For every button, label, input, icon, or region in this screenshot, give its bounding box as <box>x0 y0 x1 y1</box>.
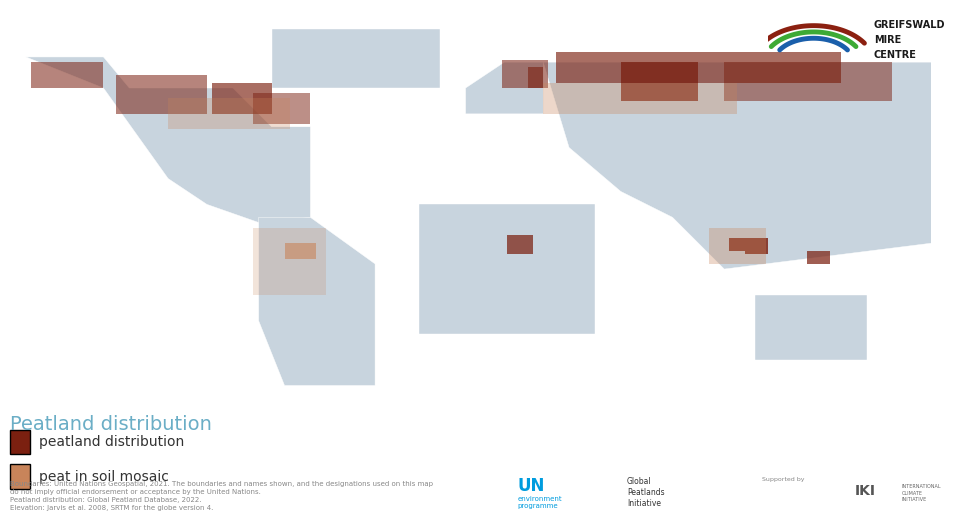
Bar <box>116 75 207 114</box>
Bar <box>212 83 272 114</box>
Polygon shape <box>543 62 931 269</box>
Text: Peatland distribution: Peatland distribution <box>10 415 211 434</box>
Polygon shape <box>756 295 867 359</box>
Text: peat in soil mosaic: peat in soil mosaic <box>38 470 169 483</box>
Polygon shape <box>466 62 543 114</box>
Bar <box>543 83 737 114</box>
Text: GREIFSWALD
MIRE
CENTRE: GREIFSWALD MIRE CENTRE <box>874 20 946 60</box>
Bar <box>253 93 310 124</box>
Polygon shape <box>26 57 310 223</box>
Bar <box>502 59 548 88</box>
Polygon shape <box>419 204 595 334</box>
FancyBboxPatch shape <box>10 464 30 488</box>
Polygon shape <box>258 217 375 386</box>
Text: Global
Peatlands
Initiative: Global Peatlands Initiative <box>627 477 664 508</box>
Bar <box>724 62 893 101</box>
Text: INTERNATIONAL
CLIMATE
INITIATIVE: INTERNATIONAL CLIMATE INITIATIVE <box>901 484 941 502</box>
Text: UN: UN <box>517 477 544 495</box>
Text: IKI: IKI <box>855 484 876 498</box>
Bar <box>253 228 325 295</box>
Polygon shape <box>272 29 440 88</box>
Bar <box>507 236 533 253</box>
Bar <box>168 98 290 130</box>
Text: peatland distribution: peatland distribution <box>38 435 184 449</box>
Bar <box>745 238 768 253</box>
Bar <box>556 52 841 83</box>
Bar <box>807 251 830 264</box>
Bar <box>31 62 104 88</box>
Text: environment
programme: environment programme <box>517 496 562 509</box>
Bar <box>621 62 698 101</box>
Text: Supported by: Supported by <box>762 477 804 482</box>
Bar <box>708 228 766 264</box>
Text: Boundaries: United Nations Geospatial, 2021. The boundaries and names shown, and: Boundaries: United Nations Geospatial, 2… <box>10 481 433 511</box>
Bar <box>730 238 745 251</box>
Bar <box>284 243 316 259</box>
Bar <box>528 67 543 88</box>
FancyBboxPatch shape <box>10 430 30 454</box>
